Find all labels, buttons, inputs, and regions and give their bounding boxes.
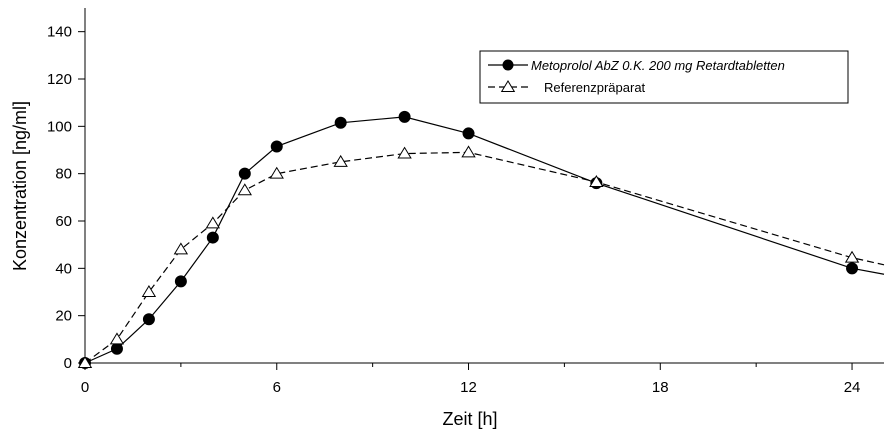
x-tick-label: 0	[81, 379, 89, 396]
series-point-0	[238, 167, 251, 180]
series-layer	[77, 110, 885, 369]
x-tick-label: 18	[652, 379, 669, 396]
series-point-1	[205, 216, 221, 229]
series-point-0	[462, 127, 475, 140]
series-point-0	[270, 140, 283, 153]
legend-marker-1	[500, 80, 516, 92]
series-point-0	[206, 231, 219, 244]
series-point-1	[237, 183, 252, 196]
legend-label-0: Metoprolol AbZ 0.K. 200 mg Retardtablett…	[531, 58, 785, 73]
series-point-0	[142, 313, 155, 326]
y-tick-label: 20	[55, 308, 72, 325]
x-axis-title: Zeit [h]	[442, 409, 497, 429]
series-point-1	[461, 145, 476, 158]
series-point-1	[589, 174, 604, 187]
x-tick-label: 12	[460, 379, 477, 396]
legend-label-1: Referenzpräparat	[544, 80, 646, 95]
series-point-1	[844, 250, 860, 263]
series-point-1	[397, 146, 412, 159]
series-point-1	[269, 166, 284, 179]
y-tick-label: 140	[47, 24, 72, 41]
legend-box	[479, 50, 849, 104]
series-point-0	[174, 275, 187, 288]
series-point-0	[334, 116, 347, 129]
series-line-1	[84, 151, 885, 364]
x-tick-label: 24	[844, 379, 861, 396]
y-tick-label: 100	[47, 118, 72, 135]
series-point-1	[173, 242, 189, 255]
series-point-1	[109, 332, 125, 345]
series-point-0	[110, 342, 123, 355]
series-point-0	[846, 262, 859, 275]
series-point-0	[398, 110, 411, 123]
legend: Metoprolol AbZ 0.K. 200 mg Retardtablett…	[479, 50, 849, 104]
y-axis-title: Konzentration [ng/ml]	[10, 101, 30, 271]
series-point-1	[333, 154, 348, 167]
series-point-1	[141, 285, 157, 297]
legend-marker-0	[502, 59, 514, 71]
y-tick-label: 60	[55, 213, 72, 230]
series-line-0	[84, 116, 885, 364]
y-tick-label: 80	[55, 166, 72, 183]
y-tick-label: 40	[55, 260, 72, 277]
x-tick-label: 6	[273, 379, 281, 396]
y-tick-label: 120	[47, 71, 72, 88]
series-point-1	[77, 356, 93, 368]
y-tick-label: 0	[64, 355, 72, 372]
